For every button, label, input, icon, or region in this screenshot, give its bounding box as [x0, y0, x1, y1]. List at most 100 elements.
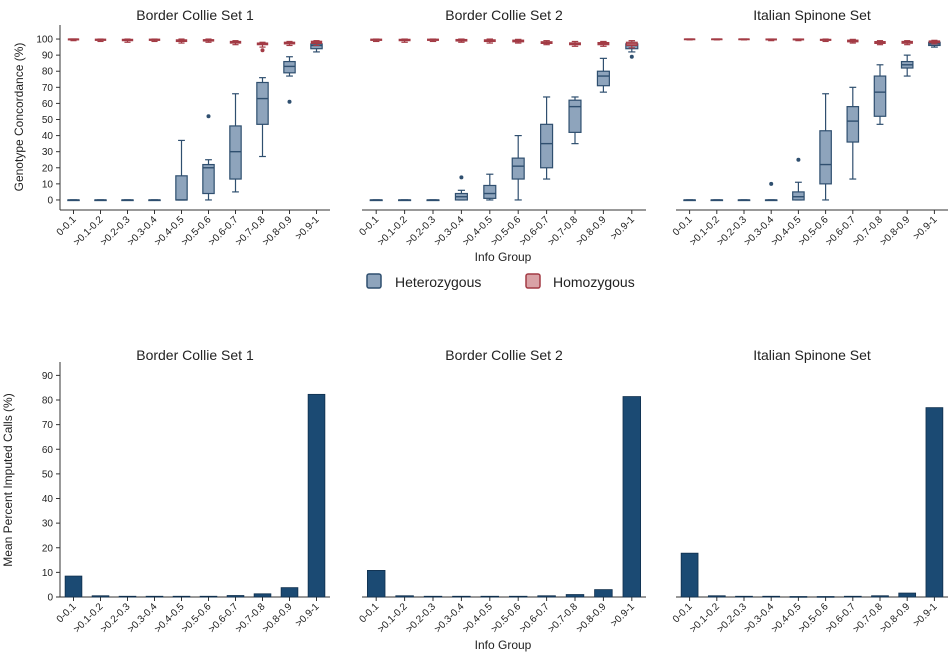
- legend-label-homozygous: Homozygous: [553, 274, 635, 290]
- y-tick-label: 50: [42, 469, 54, 480]
- x-tick-label: >0.1-0.2: [376, 601, 410, 635]
- y-tick-label: 40: [42, 131, 54, 142]
- y-tick-label: 10: [42, 179, 54, 190]
- box-heterozygous-outlier: [287, 99, 292, 104]
- x-tick-label: >0.5-0.6: [489, 214, 523, 248]
- y-tick-label: 50: [42, 115, 54, 126]
- concordance-border-collie-set-2-title: Border Collie Set 2: [445, 7, 563, 23]
- bar: [898, 592, 917, 598]
- box-heterozygous: [900, 54, 914, 77]
- box-homozygous: [597, 40, 610, 47]
- box-heterozygous: [175, 139, 188, 201]
- box-heterozygous-outlier: [206, 114, 211, 119]
- bar: [423, 595, 443, 598]
- box-homozygous: [901, 40, 913, 46]
- box-homozygous: [94, 38, 107, 43]
- box-homozygous: [483, 38, 496, 44]
- box-heterozygous: [202, 114, 215, 201]
- bar: [735, 595, 753, 598]
- box-heterozygous: [398, 199, 412, 202]
- box-homozygous: [67, 38, 80, 42]
- x-tick-label: 0-0.1: [55, 601, 79, 625]
- bar: [480, 595, 500, 598]
- x-tick-label: >0.8-0.9: [261, 214, 295, 248]
- x-tick-label: >0.6-0.7: [518, 214, 552, 248]
- box-heterozygous: [737, 199, 751, 202]
- box-homozygous: [398, 38, 411, 43]
- bottom-y-axis-label: Mean Percent Imputed Calls (%): [1, 393, 15, 566]
- box-homozygous: [283, 40, 296, 47]
- box-heterozygous: [819, 93, 832, 201]
- bar: [594, 589, 613, 598]
- box-homozygous: [310, 40, 323, 47]
- box-heterozygous: [596, 57, 610, 93]
- imputed-border-collie-set-1-title: Border Collie Set 1: [136, 347, 254, 363]
- box-heterozygous: [148, 199, 161, 202]
- imputed-border-collie-set-2-title: Border Collie Set 2: [445, 347, 563, 363]
- y-tick-label: 0: [47, 195, 53, 206]
- x-tick-label: >0.4-0.5: [461, 601, 495, 635]
- box-heterozygous-box: [846, 106, 860, 143]
- x-tick-label: >0.3-0.4: [433, 214, 467, 248]
- y-tick-label: 90: [42, 371, 54, 382]
- bar: [307, 393, 326, 598]
- x-tick-label: >0.2-0.3: [404, 601, 438, 635]
- bar: [226, 595, 245, 598]
- y-tick-label: 10: [42, 568, 54, 579]
- box-heterozygous-box: [175, 175, 188, 201]
- box-homozygous: [229, 40, 242, 46]
- bottom-x-axis-label: Info Group: [475, 638, 532, 652]
- x-tick-label: >0.9-1: [911, 214, 939, 242]
- box-homozygous: [455, 38, 468, 43]
- x-tick-label: 0-0.1: [357, 214, 381, 238]
- bar: [199, 595, 218, 598]
- bar: [395, 595, 414, 598]
- box-homozygous: [256, 41, 269, 53]
- box-homozygous: [792, 38, 805, 42]
- y-tick-label: 20: [42, 163, 54, 174]
- legend: Heterozygous Homozygous: [366, 273, 635, 290]
- box-heterozygous-box: [256, 81, 269, 125]
- y-tick-label: 30: [42, 519, 54, 530]
- box-heterozygous-box: [202, 163, 215, 195]
- box-homozygous: [175, 38, 188, 44]
- imputed-border-collie-set-1-panel: Border Collie Set 1 0 10 20 30 40 50 60 70 80 90 0-…: [42, 347, 330, 635]
- bar: [680, 552, 699, 598]
- box-heterozygous-box: [511, 157, 525, 180]
- bar: [508, 595, 528, 598]
- imputed-italian-spinone-set-panel: Italian Spinone Set0-0.1>0.1-0.2>0.2-0.3…: [671, 347, 948, 635]
- box-heterozygous: [764, 181, 778, 202]
- x-tick-label: >0.8-0.9: [261, 601, 295, 635]
- x-tick-label: >0.9-1: [609, 214, 637, 242]
- x-tick-label: 0-0.1: [671, 601, 695, 625]
- y-tick-label: 70: [42, 420, 54, 431]
- bar: [789, 596, 808, 598]
- legend-label-heterozygous: Heterozygous: [395, 274, 481, 290]
- box-homozygous: [512, 38, 525, 44]
- x-tick-label: >0.8-0.9: [878, 601, 912, 635]
- box-heterozygous: [792, 157, 805, 201]
- box-heterozygous: [483, 173, 497, 201]
- bar: [843, 595, 862, 598]
- x-tick-label: >0.5-0.6: [489, 601, 523, 635]
- x-tick-label: >0.9-1: [294, 601, 322, 629]
- box-heterozygous-outlier: [629, 54, 634, 59]
- concordance-border-collie-set-1-title: Border Collie Set 1: [136, 7, 254, 23]
- box-heterozygous: [256, 77, 269, 158]
- box-heterozygous-box: [873, 75, 887, 117]
- y-tick-label: 30: [42, 147, 54, 158]
- box-homozygous-outlier: [260, 48, 265, 53]
- box-heterozygous: [454, 175, 468, 201]
- box-heterozygous: [710, 199, 724, 202]
- box-heterozygous-outlier: [769, 181, 774, 186]
- box-heterozygous-box: [283, 60, 296, 74]
- y-tick-label: 80: [42, 67, 54, 78]
- bar: [925, 407, 944, 598]
- bar: [452, 595, 471, 598]
- x-tick-label: >0.8-0.9: [575, 214, 609, 248]
- box-heterozygous: [229, 93, 242, 193]
- box-homozygous: [202, 38, 215, 43]
- box-homozygous: [625, 40, 638, 49]
- box-homozygous: [540, 40, 553, 46]
